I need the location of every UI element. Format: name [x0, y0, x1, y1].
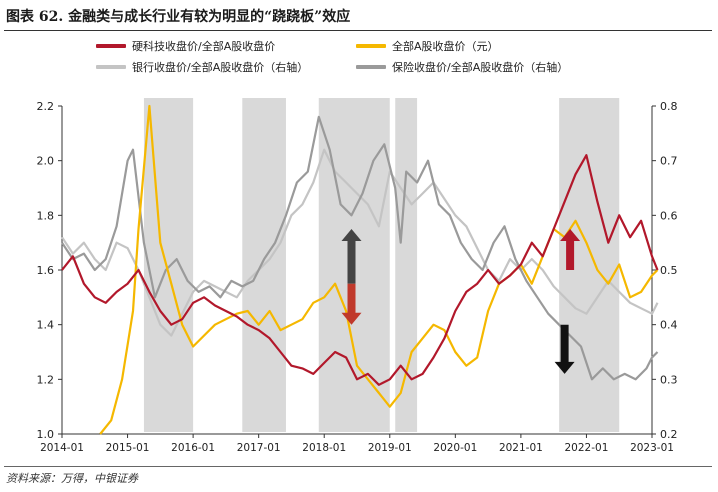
y-left-tick-label: 2.0 — [37, 155, 55, 168]
y-right-tick-label: 0.2 — [660, 428, 678, 441]
x-tick-label: 2019-01 — [368, 442, 412, 454]
x-tick-label: 2014-01 — [40, 442, 84, 454]
annotation-arrow-down-4 — [554, 324, 575, 374]
y-right-tick-label: 0.3 — [660, 373, 678, 386]
y-right-tick-label: 0.5 — [660, 264, 678, 277]
x-tick-label: 2016-01 — [171, 442, 215, 454]
legend-label: 全部A股收盘价（元） — [392, 40, 499, 53]
x-tick-label: 2018-01 — [302, 442, 346, 454]
annotation-arrow-up-1 — [341, 229, 362, 284]
y-left-tick-label: 1.4 — [37, 319, 55, 332]
series-line-1 — [61, 154, 659, 386]
y-left-tick-label: 1.8 — [37, 209, 55, 222]
y-right-tick-label: 0.4 — [660, 319, 678, 332]
legend-swatch — [356, 44, 386, 48]
legend-item-hardtech: 硬科技收盘价/全部A股收盘价 — [96, 38, 275, 54]
x-tick-label: 2020-01 — [433, 442, 477, 454]
title-divider — [4, 30, 712, 31]
y-left-tick-label: 1.0 — [37, 428, 55, 441]
x-tick-label: 2022-01 — [565, 442, 609, 454]
legend-item-bank: 银行收盘价/全部A股收盘价（右轴） — [96, 59, 308, 75]
series-line-3 — [61, 148, 659, 337]
y-right-tick-label: 0.7 — [660, 155, 678, 168]
x-tick-label: 2015-01 — [106, 442, 150, 454]
y-left-tick-label: 2.2 — [37, 100, 55, 113]
x-tick-label: 2021-01 — [499, 442, 543, 454]
x-tick-label: 2023-01 — [630, 442, 674, 454]
shaded-period-1 — [143, 98, 194, 432]
y-left-tick-label: 1.6 — [37, 264, 55, 277]
source-divider — [4, 466, 712, 467]
legend-swatch — [356, 65, 386, 69]
annotation-arrow-up-3 — [560, 229, 581, 270]
y-right-tick-label: 0.8 — [660, 100, 678, 113]
y-right-tick-label: 0.6 — [660, 209, 678, 222]
legend-item-alla: 全部A股收盘价（元） — [356, 38, 499, 54]
legend-label: 银行收盘价/全部A股收盘价（右轴） — [132, 61, 309, 74]
x-tick-label: 2017-01 — [237, 442, 281, 454]
chart-title: 图表 62. 金融类与成长行业有较为明显的“跷跷板”效应 — [6, 9, 351, 25]
legend-label: 硬科技收盘价/全部A股收盘价 — [132, 40, 276, 53]
legend-label: 保险收盘价/全部A股收盘价（右轴） — [392, 61, 569, 74]
source-note: 资料来源：万得，中银证券 — [6, 472, 138, 485]
legend-swatch — [96, 44, 126, 48]
y-left-tick-label: 1.2 — [37, 373, 55, 386]
legend-item-insurance: 保险收盘价/全部A股收盘价（右轴） — [356, 59, 568, 75]
legend-swatch — [96, 65, 126, 69]
shaded-period-4 — [395, 98, 418, 432]
annotation-arrow-down-2 — [341, 283, 362, 325]
